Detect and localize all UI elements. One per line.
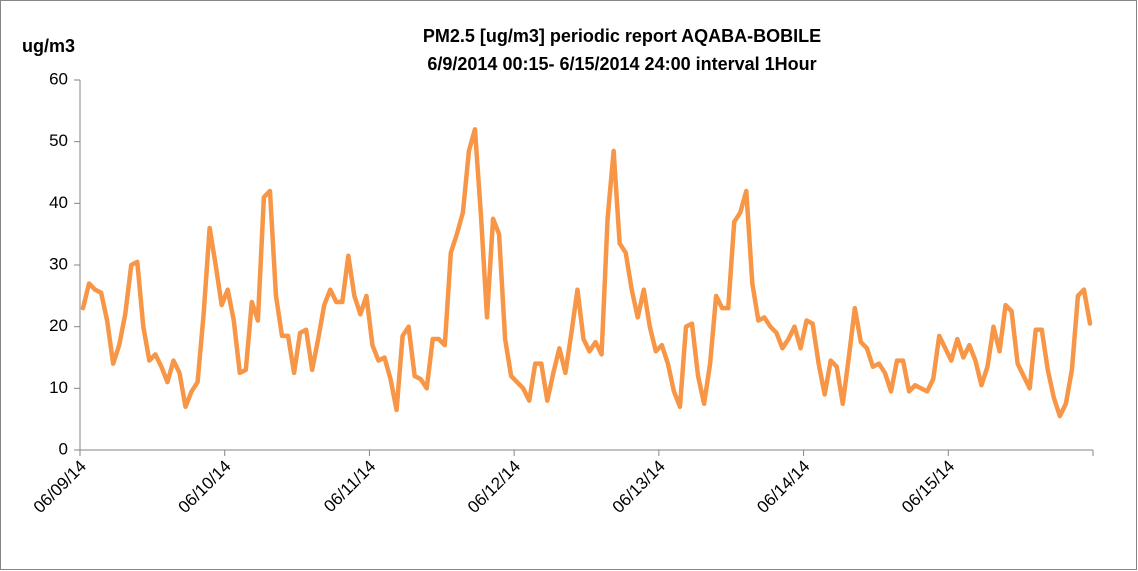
y-tick-label: 20 xyxy=(49,316,68,335)
data-line xyxy=(80,127,1093,419)
y-axis-label: ug/m3 xyxy=(22,36,75,56)
y-tick-label: 40 xyxy=(49,193,68,212)
y-tick-label: 60 xyxy=(49,69,68,88)
y-tick-label: 30 xyxy=(49,254,68,273)
chart-subtitle: 6/9/2014 00:15- 6/15/2014 24:00 interval… xyxy=(427,54,816,74)
y-tick-label: 0 xyxy=(59,439,68,458)
y-tick-label: 10 xyxy=(49,378,68,397)
chart-title: PM2.5 [ug/m3] periodic report AQABA-BOBI… xyxy=(423,26,821,46)
y-tick-label: 50 xyxy=(49,131,68,150)
